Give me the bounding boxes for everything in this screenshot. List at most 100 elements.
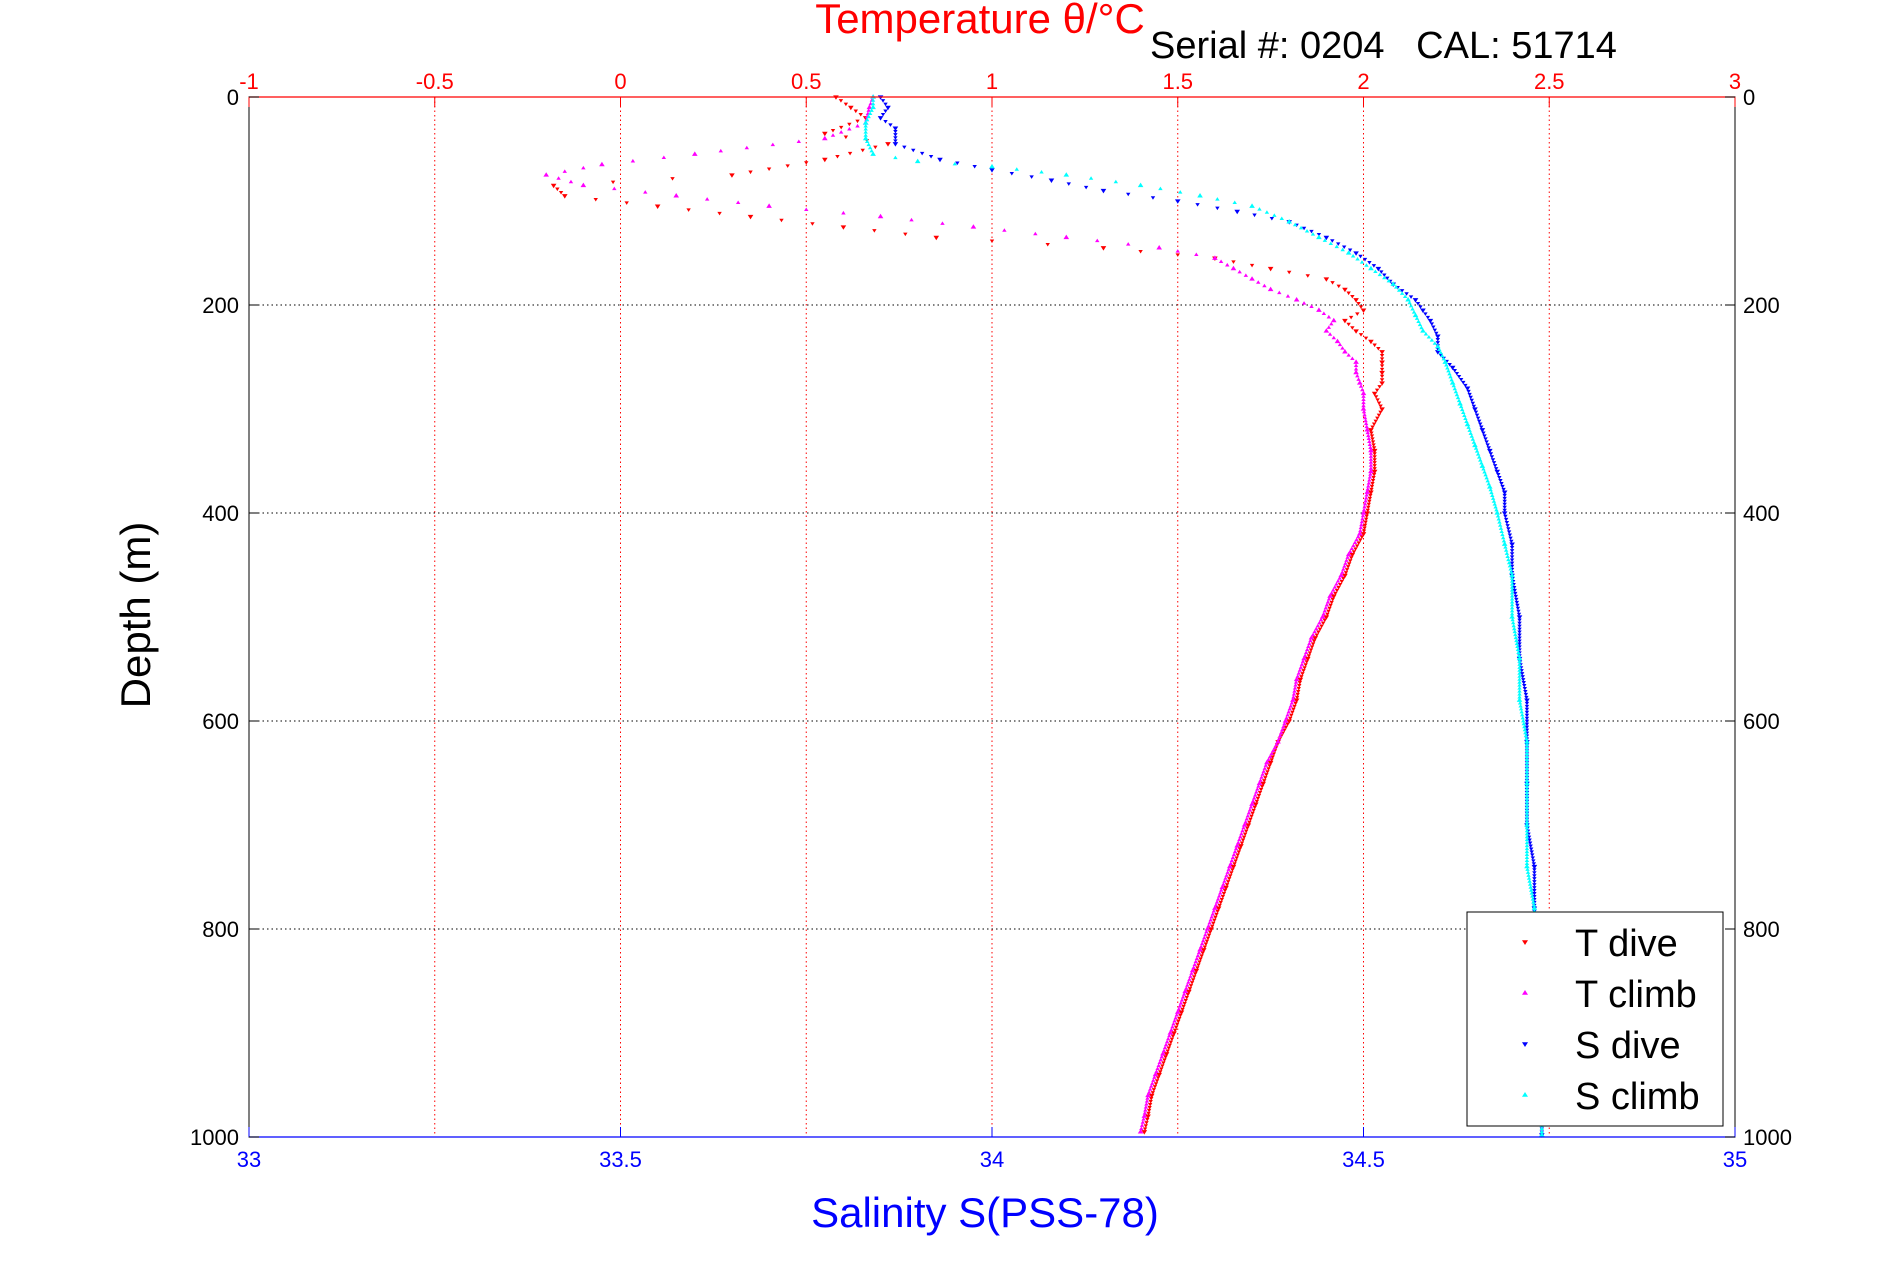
data-point-interp: [1502, 493, 1507, 498]
data-point-interp: [1364, 492, 1369, 497]
data-point-interp: [1217, 903, 1222, 908]
data-point-interp: [1509, 602, 1515, 607]
data-point-interp: [610, 180, 616, 185]
data-point: [1245, 823, 1252, 828]
data-point: [1390, 281, 1397, 286]
data-point: [989, 168, 995, 173]
data-point-interp: [1347, 248, 1353, 253]
data-point-interp: [1304, 660, 1309, 664]
data-point: [1375, 266, 1382, 272]
data-point-interp: [1530, 894, 1535, 898]
data-point-interp: [1245, 826, 1250, 831]
data-point-interp: [1509, 552, 1515, 556]
data-point-interp: [1147, 1087, 1153, 1091]
data-point-interp: [1255, 787, 1260, 791]
data-point-interp: [1509, 611, 1515, 616]
data-point-interp: [1367, 442, 1373, 446]
data-point-interp: [1373, 269, 1378, 274]
data-point-interp: [1211, 921, 1216, 926]
data-point-interp: [866, 142, 871, 147]
data-point-interp: [1280, 727, 1285, 732]
data-point-interp: [1524, 852, 1530, 857]
data-point-interp: [1272, 745, 1278, 750]
data-point-interp: [1258, 788, 1264, 792]
data-point-interp: [593, 197, 598, 202]
data-point-interp: [1309, 304, 1314, 309]
data-point: [1275, 739, 1281, 744]
data-point-interp: [1355, 373, 1360, 378]
data-point-interp: [1506, 560, 1512, 565]
data-point-interp: [562, 169, 567, 173]
data-point-interp: [1532, 886, 1537, 890]
data-point-interp: [1524, 725, 1530, 730]
data-point-interp: [1232, 862, 1237, 866]
temperature-tick-label: 2.5: [1534, 69, 1565, 94]
data-point-interp: [1524, 701, 1530, 706]
data-point-interp: [1437, 347, 1442, 352]
data-point-interp: [1368, 457, 1374, 461]
data-point-interp: [1304, 228, 1310, 233]
data-point-interp: [1301, 301, 1307, 305]
data-point-interp: [1361, 529, 1367, 534]
data-point: [1412, 298, 1419, 303]
data-point-interp: [1344, 568, 1350, 572]
data-point-interp: [1361, 403, 1366, 408]
data-point-interp: [1414, 316, 1420, 320]
data-point-interp: [1490, 458, 1496, 462]
data-point: [1427, 318, 1434, 324]
data-point-interp: [1140, 1120, 1146, 1124]
data-point-interp: [1363, 336, 1369, 341]
data-point-interp: [1509, 594, 1515, 598]
data-point-interp: [1408, 303, 1414, 308]
legend: T dive T climb S dive S climb: [1466, 911, 1724, 1127]
data-point-interp: [1358, 305, 1364, 309]
data-point-interp: [869, 148, 874, 153]
data-point-interp: [1138, 249, 1143, 254]
data-point-interp: [1522, 724, 1527, 729]
data-point: [1156, 1072, 1162, 1078]
data-point-interp: [1500, 484, 1505, 489]
data-point-interp: [1513, 632, 1518, 637]
data-point-interp: [1252, 805, 1257, 810]
data-point: [1286, 719, 1292, 724]
data-point-interp: [1330, 597, 1335, 602]
data-point-interp: [1503, 514, 1508, 519]
data-point-interp: [1517, 680, 1522, 684]
data-point-interp: [1163, 1042, 1169, 1047]
data-point-interp: [1279, 216, 1284, 220]
data-point-interp: [1509, 555, 1515, 559]
data-point: [1368, 468, 1374, 474]
data-point-interp: [1492, 502, 1497, 506]
data-point-interp: [1368, 454, 1374, 458]
data-point-interp: [1495, 513, 1501, 518]
data-point-interp: [1303, 663, 1308, 667]
data-point: [550, 183, 557, 189]
data-point-interp: [1287, 706, 1292, 711]
temperature-tick-label: -0.5: [416, 69, 454, 94]
data-point-interp: [779, 218, 784, 223]
data-point-interp: [748, 170, 753, 175]
data-point-interp: [1233, 846, 1239, 851]
data-point-interp: [1224, 883, 1230, 887]
data-point-interp: [1371, 476, 1376, 480]
data-point-interp: [1235, 853, 1240, 857]
data-point-interp: [1329, 600, 1334, 605]
data-point-interp: [1361, 397, 1366, 401]
data-point-interp: [1244, 829, 1249, 834]
data-point-interp: [1317, 620, 1322, 625]
data-point-interp: [1343, 571, 1349, 575]
data-point-interp: [1261, 769, 1266, 773]
data-point-interp: [1230, 855, 1236, 860]
data-point-interp: [1365, 508, 1370, 513]
data-point-interp: [1358, 525, 1364, 530]
data-point: [1048, 178, 1055, 183]
temperature-tick-label: 3: [1729, 69, 1741, 94]
data-point-interp: [1370, 425, 1375, 430]
x-axis-label: Salinity S(PSS-78): [811, 1189, 1159, 1236]
data-point-interp: [1410, 306, 1415, 311]
data-point: [1330, 317, 1337, 323]
data-point-interp: [1196, 963, 1201, 967]
data-point-interp: [1143, 1105, 1149, 1109]
data-point-interp: [1517, 636, 1522, 640]
